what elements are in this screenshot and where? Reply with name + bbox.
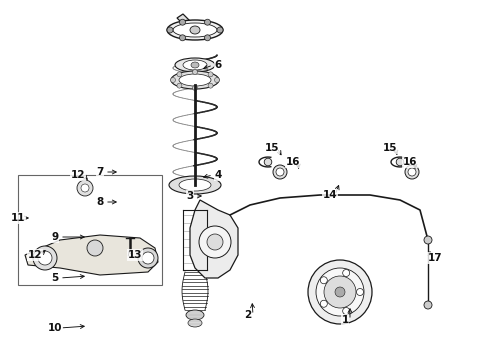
Circle shape — [424, 236, 432, 244]
Circle shape — [177, 72, 182, 77]
Text: 13: 13 — [128, 250, 142, 260]
Ellipse shape — [188, 319, 202, 327]
Circle shape — [207, 234, 223, 250]
Text: 17: 17 — [428, 253, 442, 263]
Circle shape — [193, 69, 197, 75]
Circle shape — [320, 277, 327, 284]
Polygon shape — [25, 235, 158, 275]
Circle shape — [87, 240, 103, 256]
Circle shape — [177, 83, 182, 88]
Text: 12: 12 — [28, 250, 42, 260]
Ellipse shape — [171, 71, 219, 89]
Polygon shape — [190, 200, 238, 278]
Text: 11: 11 — [11, 213, 25, 223]
Circle shape — [33, 246, 57, 270]
Text: 16: 16 — [286, 157, 300, 167]
Circle shape — [77, 180, 93, 196]
Circle shape — [324, 276, 356, 308]
Circle shape — [335, 287, 345, 297]
Circle shape — [424, 301, 432, 309]
Ellipse shape — [186, 310, 204, 320]
Circle shape — [204, 19, 211, 25]
Circle shape — [81, 184, 89, 192]
Circle shape — [217, 27, 223, 33]
Circle shape — [396, 158, 404, 166]
Circle shape — [193, 85, 197, 90]
Circle shape — [343, 270, 350, 276]
Ellipse shape — [190, 26, 200, 34]
Ellipse shape — [179, 74, 211, 86]
Text: 2: 2 — [245, 310, 252, 320]
Circle shape — [320, 300, 327, 307]
Circle shape — [142, 252, 154, 264]
Circle shape — [408, 168, 416, 176]
Ellipse shape — [175, 58, 215, 72]
Text: 3: 3 — [186, 191, 194, 201]
Circle shape — [316, 268, 364, 316]
Text: 15: 15 — [383, 143, 397, 153]
Text: 9: 9 — [51, 232, 59, 242]
Ellipse shape — [167, 20, 223, 40]
Circle shape — [208, 72, 213, 77]
Text: 1: 1 — [342, 315, 348, 325]
Circle shape — [357, 288, 364, 296]
Circle shape — [273, 165, 287, 179]
Ellipse shape — [173, 23, 217, 37]
Ellipse shape — [183, 60, 207, 70]
Text: 5: 5 — [51, 273, 59, 283]
Circle shape — [138, 248, 158, 268]
Circle shape — [405, 165, 419, 179]
Polygon shape — [177, 14, 191, 26]
Circle shape — [171, 77, 175, 82]
Text: 8: 8 — [97, 197, 103, 207]
Circle shape — [208, 83, 213, 88]
Text: 6: 6 — [215, 60, 221, 70]
Circle shape — [179, 35, 186, 41]
Circle shape — [167, 27, 173, 33]
Text: 15: 15 — [265, 143, 279, 153]
Text: 7: 7 — [97, 167, 104, 177]
Circle shape — [199, 226, 231, 258]
Text: 16: 16 — [403, 157, 417, 167]
Circle shape — [308, 260, 372, 324]
Text: 10: 10 — [48, 323, 62, 333]
Ellipse shape — [179, 179, 211, 191]
Text: 14: 14 — [323, 190, 337, 200]
Circle shape — [38, 251, 52, 265]
Text: 4: 4 — [214, 170, 221, 180]
Circle shape — [264, 158, 272, 166]
Circle shape — [179, 19, 186, 25]
Bar — [18, 175, 162, 285]
Ellipse shape — [191, 62, 199, 68]
Circle shape — [343, 307, 350, 315]
Circle shape — [276, 168, 284, 176]
Ellipse shape — [169, 176, 221, 194]
Circle shape — [204, 35, 211, 41]
Text: 12: 12 — [71, 170, 85, 180]
Circle shape — [215, 77, 220, 82]
